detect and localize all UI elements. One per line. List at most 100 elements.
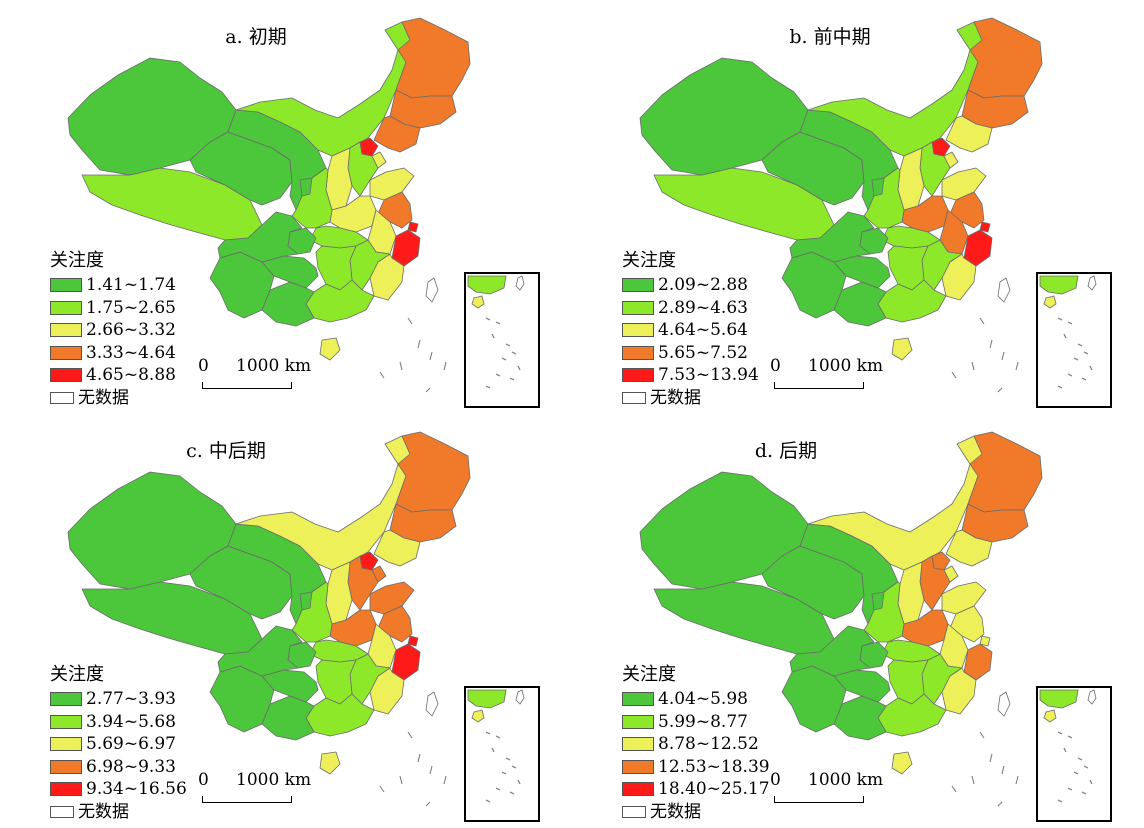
province-tj (371, 151, 387, 169)
legend-item-4: 3.33~4.64 (50, 342, 176, 365)
island-mark (979, 731, 985, 739)
panel-a: a. 初期 关注度 1.41~1.74 1.75~2.65 2.66~3.32 … (0, 0, 572, 414)
island-mark (989, 753, 993, 763)
legend-swatch (50, 759, 82, 774)
south-china-sea-inset (1036, 272, 1112, 408)
legend: 关注度 1.41~1.74 1.75~2.65 2.66~3.32 3.33~4… (50, 250, 176, 409)
province-bj (931, 137, 951, 157)
scale-bar-line (202, 796, 292, 803)
inset-island (491, 747, 495, 753)
legend-item-2: 3.94~5.68 (50, 711, 187, 734)
province-nx (299, 591, 313, 611)
legend-item-5: 9.34~16.56 (50, 778, 187, 801)
province-gz (833, 255, 891, 289)
island-mark (1015, 775, 1019, 785)
legend-swatch (50, 692, 82, 707)
island-mark (443, 361, 447, 371)
island-mark (425, 387, 431, 393)
legend-swatch (622, 323, 654, 338)
inset-island (485, 317, 491, 321)
inset-island (1057, 385, 1063, 389)
inset-island (505, 757, 511, 761)
inset-hainan (471, 709, 485, 723)
inset-hainan (1043, 709, 1057, 723)
inset-hainan (1043, 295, 1057, 309)
province-gz (833, 669, 891, 703)
legend-item-1: 4.04~5.98 (622, 688, 770, 711)
legend-item-2: 2.89~4.63 (622, 297, 759, 320)
island-mark (407, 317, 413, 325)
legend-item-3: 8.78~12.52 (622, 733, 770, 756)
inset-island (511, 351, 517, 355)
island-mark (379, 371, 385, 379)
legend-item-3: 4.64~5.64 (622, 319, 759, 342)
inset-island (495, 787, 501, 791)
island-mark (407, 731, 413, 739)
south-china-sea-inset (464, 272, 540, 408)
legend-swatch (50, 278, 82, 293)
inset-mainland (1039, 689, 1079, 709)
legend-swatch (622, 391, 646, 404)
province-sd (941, 581, 987, 615)
inset-island (1077, 757, 1083, 761)
province-hlj (967, 17, 1043, 99)
legend-swatch (50, 805, 74, 818)
island-mark (399, 775, 403, 785)
island-mark (399, 361, 403, 371)
inset-hainan (471, 295, 485, 309)
inset-island (505, 343, 511, 347)
island-mark (997, 801, 1003, 807)
inset-island (1081, 377, 1087, 381)
panel-c: c. 中后期 关注度 2.77~3.93 3.94~5.68 5.69~6.97… (0, 414, 572, 828)
legend-item-1: 2.77~3.93 (50, 688, 187, 711)
province-sd (941, 167, 987, 201)
province-hlj (395, 431, 471, 513)
province-hi (319, 751, 341, 775)
island-mark (429, 351, 433, 361)
legend-item-5: 4.65~8.88 (50, 364, 176, 387)
legend: 关注度 2.77~3.93 3.94~5.68 5.69~6.97 6.98~9… (50, 664, 187, 823)
legend-swatch (50, 345, 82, 360)
inset-island (1067, 735, 1073, 739)
choropleth-map (67, 17, 471, 393)
legend-item-4: 6.98~9.33 (50, 756, 187, 779)
province-hi (891, 751, 913, 775)
province-tj (943, 151, 959, 169)
province-nx (299, 177, 313, 197)
island-mark (417, 339, 421, 349)
inset-island (1089, 365, 1093, 371)
province-tw (425, 277, 439, 303)
legend-item-4: 12.53~18.39 (622, 756, 770, 779)
province-sh (979, 221, 991, 233)
island-mark (1001, 351, 1005, 361)
inset-island (1089, 779, 1093, 785)
province-hlj (395, 17, 471, 99)
choropleth-map (639, 17, 1043, 393)
island-mark (971, 775, 975, 785)
legend-item-2: 5.99~8.77 (622, 711, 770, 734)
inset-island (485, 731, 491, 735)
scale-bar-line (774, 382, 864, 389)
province-sh (407, 635, 419, 647)
legend-swatch (622, 368, 654, 383)
province-sh (407, 221, 419, 233)
province-gz (261, 669, 319, 703)
south-china-sea-inset (1036, 686, 1112, 822)
province-nx (871, 591, 885, 611)
inset-mainland (467, 689, 507, 709)
inset-island (1081, 791, 1087, 795)
legend-item-nodata: 无数据 (50, 801, 187, 824)
legend-item-5: 18.40~25.17 (622, 778, 770, 801)
inset-island (501, 357, 507, 361)
inset-island (1067, 373, 1073, 377)
island-mark (951, 785, 957, 793)
panel-title: a. 初期 (225, 26, 287, 48)
inset-island (495, 373, 501, 377)
legend: 关注度 2.09~2.88 2.89~4.63 4.64~5.64 5.65~7… (622, 250, 759, 409)
legend-item-4: 5.65~7.52 (622, 342, 759, 365)
province-tj (943, 565, 959, 583)
legend-item-1: 2.09~2.88 (622, 274, 759, 297)
legend-swatch (50, 368, 82, 383)
province-hi (319, 337, 341, 361)
legend-swatch (622, 278, 654, 293)
